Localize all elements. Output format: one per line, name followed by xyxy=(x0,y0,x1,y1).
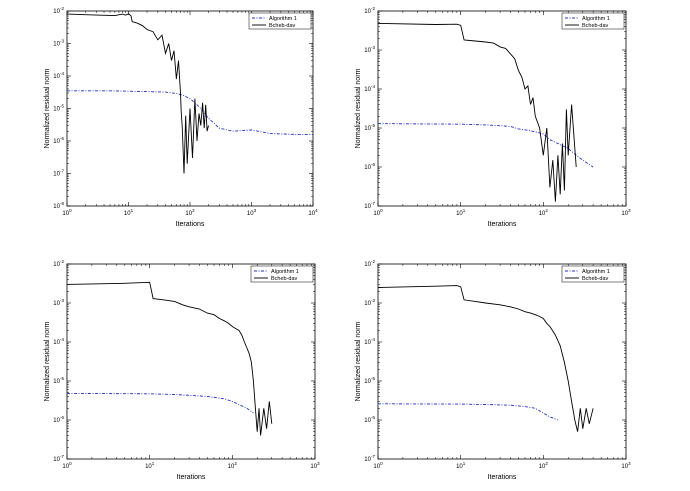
plot-frame xyxy=(377,10,627,207)
chart-panel-4: 100 101 102 103 10-7 10-6 10-5 10-4 10-3 10-2 Iter… xyxy=(355,259,631,481)
series-line-bcheb-dav xyxy=(67,281,273,436)
y-tick-label: 10-4 xyxy=(53,337,64,346)
legend-entry: Algorithm 1 xyxy=(269,16,297,22)
y-tick-label: 10-3 xyxy=(53,298,64,307)
legend-entry: Bcheb-dav xyxy=(582,276,609,282)
y-tick-label: 10-2 xyxy=(53,259,64,268)
x-tick-label: 102 xyxy=(539,461,549,470)
series-line-algorithm-1 xyxy=(67,392,254,414)
y-tick-label: 10-8 xyxy=(53,201,64,210)
x-tick-label: 101 xyxy=(456,208,466,217)
y-tick-label: 10-6 xyxy=(364,415,375,424)
y-axis-label: Normalized residual norm xyxy=(355,68,362,148)
legend-entry: Bcheb-dav xyxy=(269,23,296,29)
chart-panel-1: 100 101 102 103 104 10-8 10-7 10-6 10-5 10-4 10-3 1… xyxy=(44,6,318,228)
x-tick-label: 101 xyxy=(145,461,155,470)
y-tick-label: 10-5 xyxy=(364,123,375,132)
y-axis-label: Normalized residual norm xyxy=(44,321,51,401)
x-tick-label: 103 xyxy=(621,461,631,470)
series-line-algorithm-1 xyxy=(378,403,559,421)
y-tick-label: 10-3 xyxy=(364,45,375,54)
y-tick-label: 10-7 xyxy=(364,454,375,463)
y-tick-label: 10-7 xyxy=(53,169,64,178)
x-tick-label: 101 xyxy=(456,461,466,470)
series-line-bcheb-dav xyxy=(67,13,209,174)
x-axis-label: Iterations xyxy=(177,474,206,481)
y-tick-label: 10-5 xyxy=(53,376,64,385)
legend-entry: Algorithm 1 xyxy=(271,269,299,275)
x-tick-label: 102 xyxy=(228,461,238,470)
legend-entry: Bcheb-dav xyxy=(271,276,298,282)
chart-panel-3: 100 101 102 103 10-7 10-6 10-5 10-4 10-3 10-2 Iter… xyxy=(44,259,320,481)
y-tick-label: 10-2 xyxy=(53,6,64,15)
x-tick-label: 102 xyxy=(539,208,549,217)
plot-frame xyxy=(377,263,627,460)
x-tick-label: 100 xyxy=(373,208,383,217)
y-tick-label: 10-2 xyxy=(364,6,375,15)
y-axis-label: Normalized residual norm xyxy=(355,321,362,401)
plot-frame xyxy=(66,263,316,460)
y-tick-label: 10-7 xyxy=(364,201,375,210)
x-axis-label: Iterations xyxy=(488,221,517,228)
legend-entry: Bcheb-dav xyxy=(582,23,609,29)
x-axis-label: Iterations xyxy=(488,474,517,481)
series-line-bcheb-dav xyxy=(378,285,594,432)
legend-entry: Algorithm 1 xyxy=(582,269,610,275)
x-tick-label: 100 xyxy=(62,208,72,217)
x-tick-label: 103 xyxy=(621,208,631,217)
y-axis-label: Normalized residual norm xyxy=(44,68,51,148)
x-tick-label: 100 xyxy=(373,461,383,470)
legend-entry: Algorithm 1 xyxy=(582,16,610,22)
y-tick-label: 10-4 xyxy=(364,337,375,346)
x-tick-label: 101 xyxy=(124,208,134,217)
y-tick-label: 10-7 xyxy=(53,454,64,463)
y-tick-label: 10-4 xyxy=(53,71,64,80)
y-tick-label: 10-3 xyxy=(364,298,375,307)
y-tick-label: 10-4 xyxy=(364,84,375,93)
x-tick-label: 102 xyxy=(185,208,195,217)
y-tick-label: 10-6 xyxy=(364,162,375,171)
x-tick-label: 103 xyxy=(247,208,257,217)
series-line-bcheb-dav xyxy=(378,22,577,202)
x-tick-label: 103 xyxy=(310,461,320,470)
chart-panel-2: 100 101 102 103 10-7 10-6 10-5 10-4 10-3 10-2 Iter… xyxy=(355,6,631,228)
y-tick-label: 10-6 xyxy=(53,415,64,424)
y-tick-label: 10-5 xyxy=(53,104,64,113)
y-tick-label: 10-2 xyxy=(364,259,375,268)
y-tick-label: 10-3 xyxy=(53,39,64,48)
x-tick-label: 100 xyxy=(62,461,72,470)
series-line-algorithm-1 xyxy=(378,123,594,168)
x-tick-label: 104 xyxy=(308,208,318,217)
x-axis-label: Iterations xyxy=(176,221,205,228)
y-tick-label: 10-6 xyxy=(53,136,64,145)
y-tick-label: 10-5 xyxy=(364,376,375,385)
